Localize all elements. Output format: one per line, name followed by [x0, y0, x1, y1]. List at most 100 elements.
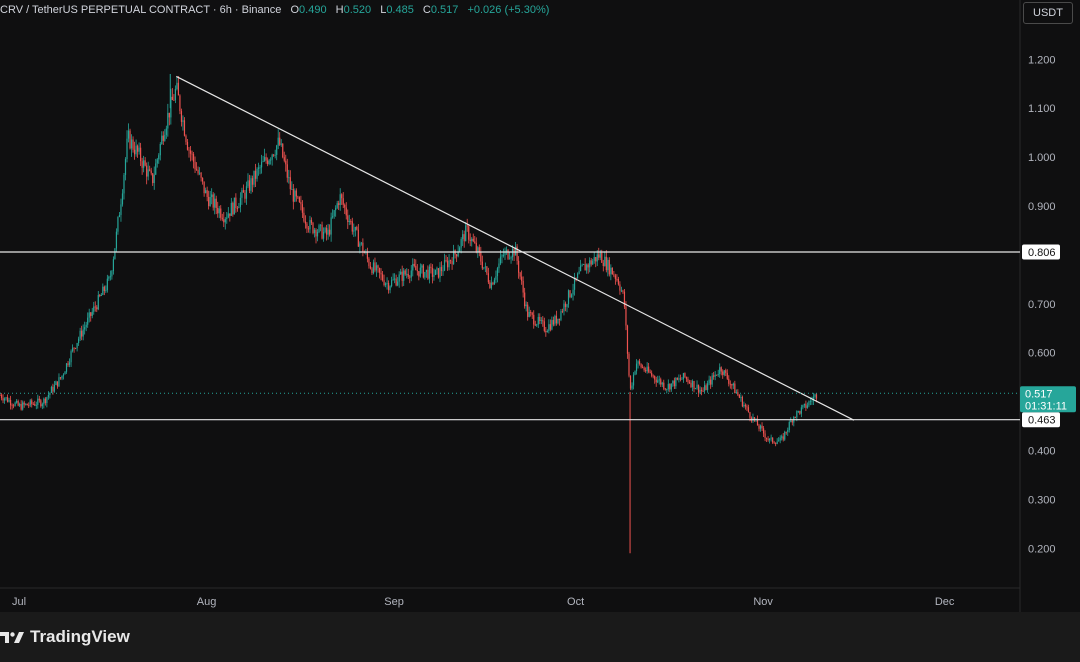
candle-body: [802, 405, 804, 408]
candle-body: [586, 264, 588, 271]
candle-body: [386, 283, 388, 284]
candle-body: [524, 292, 526, 307]
candle-body: [474, 241, 476, 243]
candle-body: [554, 315, 556, 325]
candle-body: [477, 247, 479, 252]
currency-button[interactable]: USDT: [1023, 2, 1073, 24]
candle-body: [456, 254, 458, 257]
candle-body: [384, 283, 387, 286]
candle-body: [108, 276, 110, 279]
candle-body: [440, 267, 443, 272]
candle-body: [539, 317, 541, 321]
tradingview-logo[interactable]: TradingView: [0, 627, 130, 647]
candle-body: [232, 202, 234, 215]
candle-body: [369, 266, 372, 269]
candle-body: [679, 378, 681, 380]
candle-body: [519, 272, 521, 277]
candle-body: [558, 318, 561, 320]
candle-body: [734, 383, 736, 394]
candle-body: [164, 134, 166, 141]
candle-body: [351, 221, 353, 232]
candle-body: [70, 351, 72, 363]
candle-body: [301, 204, 303, 213]
candle-body: [79, 330, 81, 339]
candle-body: [260, 161, 263, 168]
candle-body: [805, 403, 807, 408]
y-tick-label: 0.200: [1028, 543, 1056, 555]
candle-body: [762, 428, 765, 434]
candle-body: [640, 363, 642, 368]
x-tick-label: Nov: [753, 596, 773, 608]
candle-body: [336, 203, 338, 208]
countdown-label: 01:31:11: [1025, 400, 1067, 412]
candle-body: [775, 443, 777, 444]
candle-body: [643, 367, 645, 371]
candle-body: [256, 168, 258, 179]
candle-body: [360, 242, 362, 244]
candle-body: [707, 383, 709, 390]
candle-body: [251, 178, 254, 185]
candle-body: [492, 282, 494, 285]
candle-body: [277, 137, 279, 146]
candle-body: [235, 197, 237, 208]
candle-body: [723, 370, 725, 375]
candle-body: [673, 380, 675, 387]
candle-body: [437, 268, 440, 278]
candle-body: [13, 405, 15, 407]
candle-body: [102, 286, 104, 295]
candle-body: [91, 311, 93, 316]
candle-body: [226, 217, 228, 219]
symbol-title[interactable]: CRV / TetherUS PERPETUAL CONTRACT · 6h ·…: [0, 4, 282, 16]
candle-body: [765, 437, 768, 439]
candle-body: [392, 279, 394, 281]
candle-body: [176, 82, 178, 90]
candle-body: [118, 214, 121, 218]
candle-body: [794, 416, 796, 418]
candle-body: [250, 178, 252, 191]
candle-body: [100, 294, 102, 296]
candle-body: [749, 412, 751, 418]
candle-body: [657, 380, 659, 383]
descending-trendline[interactable]: [176, 75, 855, 421]
candle-body: [637, 361, 639, 364]
candle-body: [522, 280, 524, 293]
candle-body: [604, 256, 606, 266]
candle-body: [614, 275, 616, 279]
candle-body: [150, 170, 152, 174]
candle-body: [285, 160, 287, 165]
candle-body: [59, 377, 62, 379]
candle-body: [401, 271, 403, 281]
high-value: 0.520: [343, 4, 372, 16]
candle-body: [685, 377, 688, 379]
candle-body: [106, 278, 108, 291]
open-label: O: [290, 4, 300, 16]
candle-body: [815, 394, 818, 399]
candle-body: [507, 249, 509, 259]
candle-body: [545, 330, 547, 333]
candle-body: [81, 330, 83, 337]
candle-body: [684, 373, 686, 378]
candle-body: [566, 304, 568, 307]
candle-body: [0, 395, 3, 399]
horizontal-levels[interactable]: [0, 251, 1020, 421]
candle-body: [564, 303, 567, 307]
candle-body: [82, 329, 84, 337]
candle-body: [687, 378, 689, 383]
candle-body: [203, 181, 205, 194]
candle-body: [772, 437, 774, 443]
candle-body: [812, 396, 815, 401]
candle-body: [29, 400, 31, 406]
candle-body: [468, 226, 470, 240]
candle-body: [703, 385, 706, 392]
candle-body: [218, 208, 220, 214]
candle-body: [316, 232, 319, 237]
level-badge-label: 0.463: [1028, 415, 1056, 427]
candle-body: [719, 367, 721, 375]
x-axis-ticks: Jul Aug Sep Oct Nov Dec: [12, 596, 955, 608]
candle-body: [64, 371, 66, 375]
candle-body: [595, 257, 597, 262]
candle-body: [700, 389, 703, 391]
candle-body: [5, 397, 7, 399]
candle-body: [738, 394, 740, 398]
